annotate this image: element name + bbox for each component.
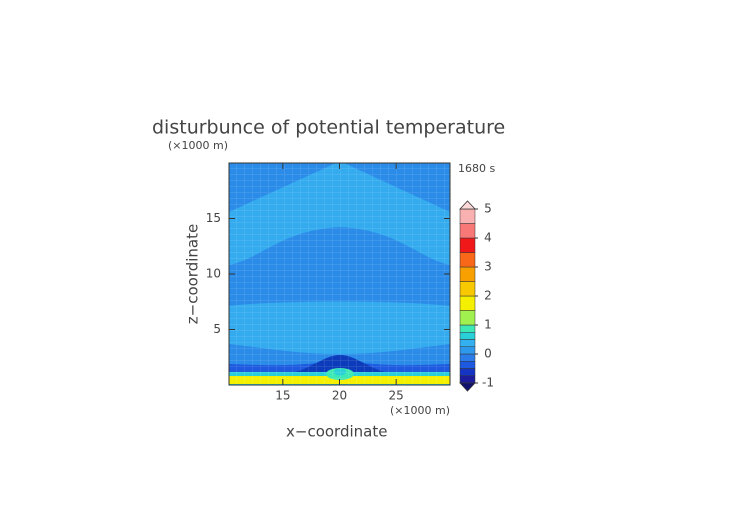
y-unit: (×1000 m): [168, 139, 228, 152]
y-tick-label: 15: [206, 211, 221, 225]
colorbar-band: [459, 361, 476, 369]
x-axis-label: x−coordinate: [286, 423, 387, 441]
x-unit: (×1000 m): [390, 404, 450, 417]
colorbar-band: [459, 223, 476, 239]
colorbar-band: [459, 295, 476, 311]
colorbar-tick-label: 5: [484, 202, 492, 216]
colorbar-band: [459, 208, 476, 224]
colorbar-band: [459, 346, 476, 355]
contour-field: [229, 163, 450, 385]
colorbar-band: [459, 368, 476, 376]
chart-title: disturbunce of potential temperature: [152, 117, 505, 139]
colorbar-band: [459, 332, 476, 340]
colorbar-tick-label: 0: [484, 347, 492, 361]
y-axis-label: z−coordinate: [184, 224, 202, 324]
y-tick-label: 5: [213, 322, 221, 336]
colorbar-band: [459, 281, 476, 297]
time-label: 1680 s: [458, 162, 495, 175]
colorbar-tick-label: -1: [482, 376, 494, 390]
colorbar-tick-label: 2: [484, 289, 492, 303]
colorbar-band: [459, 266, 476, 282]
colorbar-band: [459, 252, 476, 268]
colorbar-band: [459, 375, 476, 384]
colorbar-band: [459, 310, 476, 326]
colorbar-tick-label: 3: [484, 260, 492, 274]
colorbar-under: [459, 382, 476, 392]
y-tick-label: 10: [206, 267, 221, 281]
colorbar-band: [459, 339, 476, 347]
colorbar-band: [459, 324, 476, 333]
colorbar-tick-label: 4: [484, 231, 492, 245]
x-tick-label: 15: [275, 389, 290, 403]
colorbar-tick-label: 1: [484, 318, 492, 332]
colorbar-band: [459, 237, 476, 253]
colorbar-over: [459, 200, 476, 210]
colorbar-band: [459, 353, 476, 362]
x-tick-label: 20: [332, 389, 347, 403]
x-tick-label: 25: [389, 389, 404, 403]
mesh: [229, 163, 450, 385]
